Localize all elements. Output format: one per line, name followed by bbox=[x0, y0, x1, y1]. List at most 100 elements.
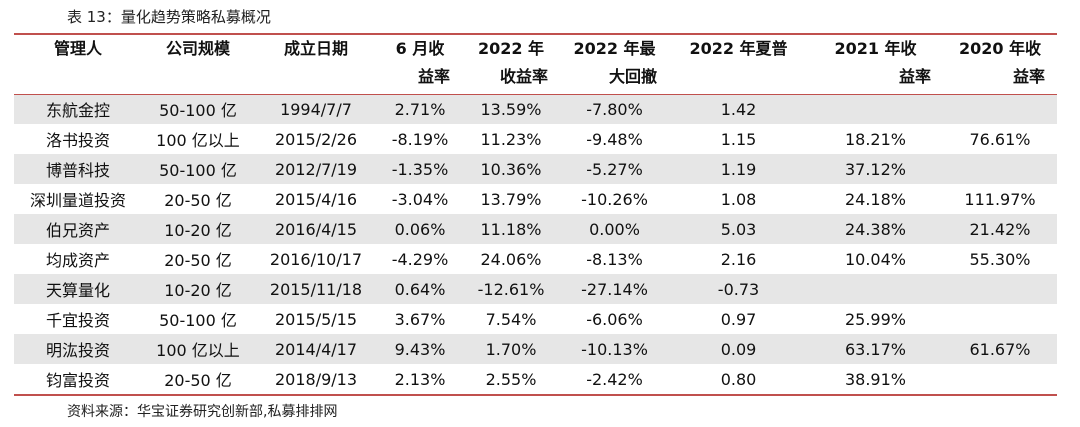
table-cell: 37.12% bbox=[808, 154, 943, 184]
header-rule bbox=[14, 94, 1057, 95]
top-rule bbox=[14, 33, 1057, 35]
table-cell: 2.55% bbox=[485, 369, 537, 389]
table-cell: 2015/5/15 bbox=[274, 309, 358, 329]
table-cell: 61.67% bbox=[943, 334, 1057, 364]
table-cell: 2014/4/17 bbox=[254, 334, 378, 364]
table-cell: 20-50 亿 bbox=[164, 191, 232, 210]
table-cell: 100 亿以上 bbox=[142, 334, 254, 364]
table-cell: 洛书投资 bbox=[45, 131, 110, 150]
table-row: 明汯投资 100 亿以上 2014/4/17 9.43% 1.70% -10.13% 0.0… bbox=[14, 334, 1057, 364]
header-cell: 6 月收 益率 bbox=[395, 39, 450, 86]
table-cell: 1.15 bbox=[720, 129, 757, 149]
table-cell: 深圳量道投资 bbox=[29, 191, 126, 210]
table-cell: 0.80 bbox=[720, 369, 757, 389]
table-cell: 0.97 bbox=[720, 309, 757, 329]
table-cell: -5.27% bbox=[560, 154, 669, 184]
table-cell: 1.08 bbox=[720, 189, 757, 209]
table-caption: 表 13：量化趋势策略私募概况 bbox=[67, 8, 271, 26]
table-cell: -6.06% bbox=[586, 309, 643, 329]
table-cell: 2015/2/26 bbox=[274, 129, 358, 149]
table-row: 深圳量道投资 20-50 亿 2015/4/16 -3.04% 13.79% -10.26… bbox=[14, 184, 1057, 214]
table-cell: 2018/9/13 bbox=[274, 369, 358, 389]
table-cell: -3.04% bbox=[391, 189, 449, 209]
table-cell: 2.13% bbox=[394, 369, 446, 389]
header-row: 管理人 公司规模 成立日期 6 月收 益率 2022 年收益率 2022 年最 大回… bbox=[14, 35, 1057, 94]
table-cell: 博普科技 bbox=[14, 154, 142, 184]
table-cell: 2.16 bbox=[720, 249, 757, 269]
table-cell: 1.70% bbox=[462, 334, 560, 364]
table-cell: -7.80% bbox=[560, 94, 669, 124]
table-cell: 0.64% bbox=[378, 274, 462, 304]
table-cell: 111.97% bbox=[964, 189, 1036, 209]
table-cell: 100 亿以上 bbox=[156, 131, 240, 150]
table-cell bbox=[943, 304, 1057, 334]
table-cell: 2015/11/18 bbox=[254, 274, 378, 304]
table-cell: 东航金控 bbox=[14, 94, 142, 124]
table-cell: 38.91% bbox=[844, 369, 906, 389]
header-cell: 2021 年收 益率 bbox=[834, 39, 931, 86]
table-cell: -8.19% bbox=[391, 129, 449, 149]
table-cell: 2015/4/16 bbox=[274, 189, 358, 209]
table-cell: 50-100 亿 bbox=[142, 94, 254, 124]
table-cell: 5.03 bbox=[669, 214, 808, 244]
table-cell: -4.29% bbox=[391, 249, 449, 269]
header-cell: 成立日期 bbox=[283, 39, 348, 58]
table-cell: 9.43% bbox=[378, 334, 462, 364]
header-cell: 2022 年夏普 bbox=[689, 39, 788, 58]
data-table: 管理人 公司规模 成立日期 6 月收 益率 2022 年收益率 2022 年最 大回… bbox=[14, 35, 1057, 394]
table-cell: -9.48% bbox=[586, 129, 643, 149]
table-cell: 0.00% bbox=[560, 214, 669, 244]
table-cell: -10.26% bbox=[581, 189, 648, 209]
table-cell: 21.42% bbox=[943, 214, 1057, 244]
table-cell: 18.21% bbox=[844, 129, 906, 149]
table-cell: -2.42% bbox=[586, 369, 643, 389]
table-cell: 24.06% bbox=[480, 249, 542, 269]
table-cell: 1.42 bbox=[669, 94, 808, 124]
table-cell: 0.09 bbox=[669, 334, 808, 364]
table-row: 千宜投资 50-100 亿 2015/5/15 3.67% 7.54% -6.06% 0.9… bbox=[14, 304, 1057, 334]
table-cell: -12.61% bbox=[462, 274, 560, 304]
table-cell: -27.14% bbox=[560, 274, 669, 304]
header-cell: 管理人 bbox=[53, 39, 102, 58]
header-cell: 2020 年收 益率 bbox=[958, 39, 1045, 86]
table-row: 洛书投资 100 亿以上 2015/2/26 -8.19% 11.23% -9.48% 1.… bbox=[14, 124, 1057, 154]
table-cell: 20-50 亿 bbox=[164, 371, 232, 390]
table-row: 博普科技 50-100 亿 2012/7/19 -1.35% 10.36% -5.27% 1… bbox=[14, 154, 1057, 184]
table-cell: 1994/7/7 bbox=[254, 94, 378, 124]
table-cell: 10.04% bbox=[844, 249, 906, 269]
table-row: 天算量化 10-20 亿 2015/11/18 0.64% -12.61% -27.14%… bbox=[14, 274, 1057, 304]
table-cell: 0.06% bbox=[378, 214, 462, 244]
table-cell bbox=[943, 364, 1057, 394]
table-cell: 千宜投资 bbox=[45, 311, 110, 330]
table-cell: -8.13% bbox=[586, 249, 643, 269]
table-row: 均成资产 20-50 亿 2016/10/17 -4.29% 24.06% -8.13% 2… bbox=[14, 244, 1057, 274]
table-cell: 13.59% bbox=[462, 94, 560, 124]
table-cell: 均成资产 bbox=[45, 251, 110, 270]
table-cell: 11.18% bbox=[462, 214, 560, 244]
header-cell: 公司规模 bbox=[165, 39, 230, 58]
table-row: 东航金控 50-100 亿 1994/7/7 2.71% 13.59% -7.80% 1.4… bbox=[14, 94, 1057, 124]
table-cell: 55.30% bbox=[969, 249, 1031, 269]
bottom-rule bbox=[14, 394, 1057, 396]
table-cell: 63.17% bbox=[808, 334, 943, 364]
table-cell bbox=[808, 274, 943, 304]
table-cell: 明汯投资 bbox=[14, 334, 142, 364]
table-cell: -10.13% bbox=[560, 334, 669, 364]
table-cell: 76.61% bbox=[969, 129, 1031, 149]
table-cell: 2016/4/15 bbox=[254, 214, 378, 244]
table-cell: 1.19 bbox=[669, 154, 808, 184]
table-cell: 3.67% bbox=[394, 309, 446, 329]
table-cell: 24.18% bbox=[844, 189, 906, 209]
header-cell: 2022 年收益率 bbox=[477, 39, 548, 86]
table-cell bbox=[943, 94, 1057, 124]
table-cell bbox=[943, 154, 1057, 184]
table-row: 伯兄资产 10-20 亿 2016/4/15 0.06% 11.18% 0.00% 5.03… bbox=[14, 214, 1057, 244]
table-cell: 7.54% bbox=[485, 309, 537, 329]
table-cell: 50-100 亿 bbox=[159, 311, 237, 330]
table-cell: 天算量化 bbox=[14, 274, 142, 304]
table-cell: 24.38% bbox=[808, 214, 943, 244]
table-cell: 2.71% bbox=[378, 94, 462, 124]
table-cell: 2016/10/17 bbox=[269, 249, 363, 269]
table-cell: 20-50 亿 bbox=[164, 251, 232, 270]
table-row: 钧富投资 20-50 亿 2018/9/13 2.13% 2.55% -2.42% 0.80… bbox=[14, 364, 1057, 394]
